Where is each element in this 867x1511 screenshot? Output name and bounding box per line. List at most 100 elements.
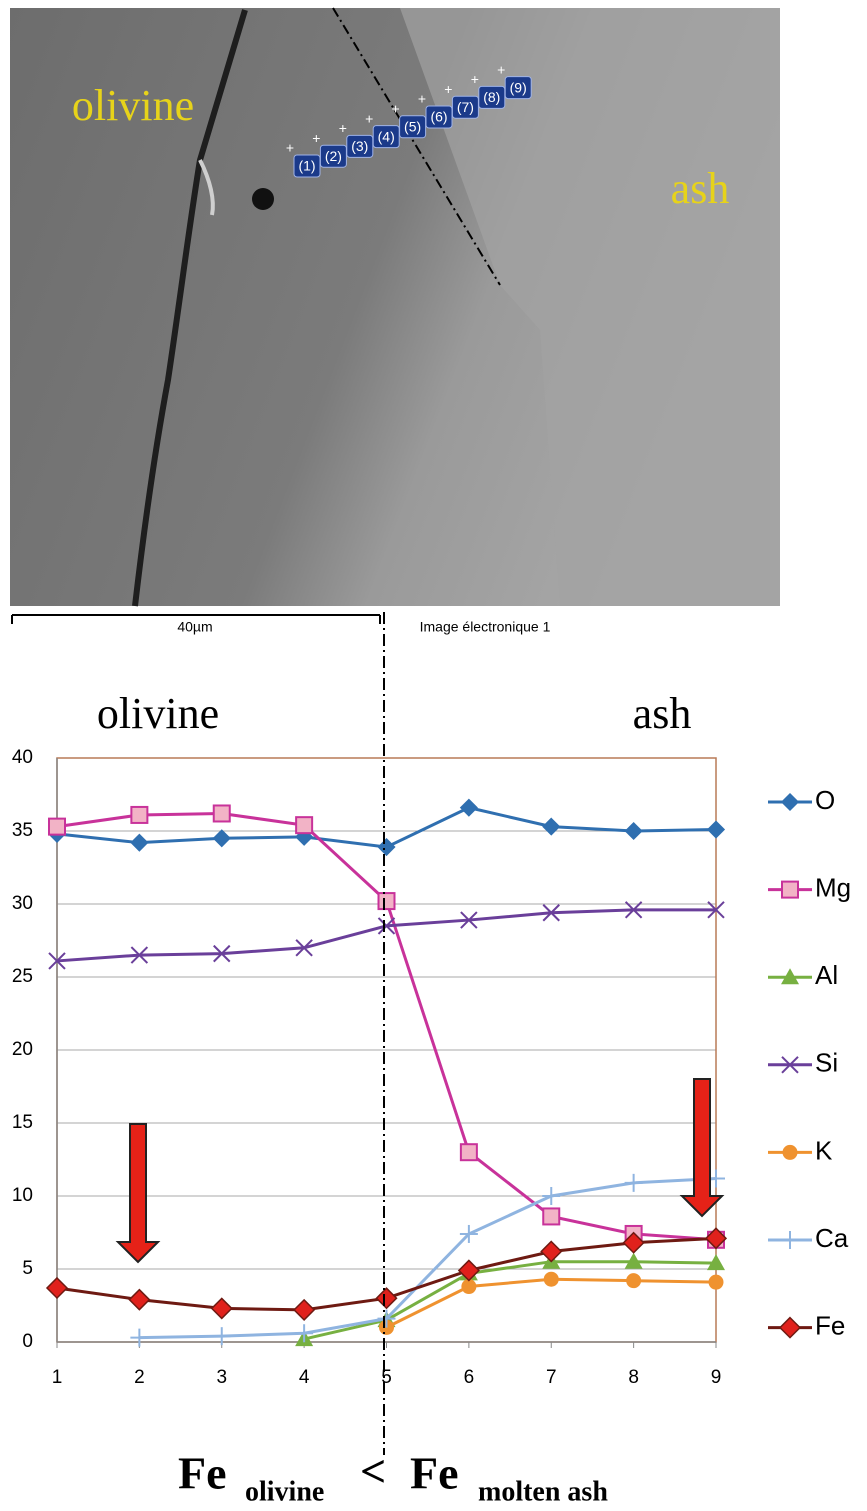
marker [542,1207,561,1226]
marker [130,805,149,824]
marker [626,1273,642,1289]
point-label: (8) [483,89,500,105]
legend-label: Si [815,1048,838,1078]
point-box [425,105,453,129]
marker [707,901,725,919]
marker [706,820,726,839]
point-box [293,154,321,178]
marker [624,821,643,841]
marker [210,1297,233,1320]
marker [45,1276,69,1300]
marker-stroke [542,904,560,922]
marker [377,837,396,857]
y-tick-label: 5 [22,1258,33,1279]
marker [377,892,396,911]
legend-marker [782,1144,798,1160]
legend-entry: K [768,1135,833,1165]
legend-label: Ca [815,1223,849,1253]
marker [624,1173,643,1192]
marker [295,939,313,957]
x-tick-label: 5 [381,1367,392,1388]
marker-stroke [130,946,149,964]
point-box [451,95,479,119]
marker-stroke [460,911,478,929]
y-tick-label: 35 [12,820,33,841]
marker [130,833,149,852]
marker [459,798,478,817]
legend-entry: Fe [768,1310,845,1340]
y-tick-label: 10 [12,1185,33,1206]
marker-stroke [624,901,643,919]
y-tick-label: 40 [12,747,33,768]
legend-entry: Al [768,960,838,990]
marker [293,1298,316,1321]
formula: Fe olivine < Fe molten ash [178,1446,608,1508]
x-tick-label: 2 [134,1367,145,1388]
y-tick-label: 15 [12,1112,33,1133]
point-marker: + [444,81,452,97]
point-marker: + [418,91,426,107]
region-label: ash [633,689,692,738]
marker [212,1327,231,1346]
point-box [504,76,532,100]
x-tick-label: 1 [52,1367,63,1388]
marker [212,829,231,848]
point-label: (6) [430,109,447,125]
legend-label: O [815,785,835,815]
marker [48,817,66,836]
boundary-line [332,7,501,286]
legend-marker [781,1056,799,1074]
marker [375,1287,398,1310]
point-box [319,144,347,168]
legend-marker [780,792,800,812]
marker-stroke [48,952,66,970]
image-caption: Image électronique 1 [420,619,551,635]
x-tick-label: 4 [299,1367,310,1388]
legend-marker [781,968,799,985]
crack [132,9,248,607]
formula-base: Fe [178,1448,227,1499]
legend-marker [781,1231,799,1249]
marker [542,817,561,836]
y-tick-label: 20 [12,1039,33,1060]
marker [377,917,396,935]
marker-stroke [781,1056,799,1074]
arrow [679,1078,725,1218]
marker [624,901,643,919]
marker [542,1187,561,1205]
sem-image: olivine ash (1)+(2)+(3)+(4)+(5)+(6)+(7)+… [10,7,780,607]
marker [130,946,149,964]
y-tick-label: 25 [12,966,33,987]
marker [707,1254,725,1271]
legend-marker [781,880,799,899]
legend-entry: Ca [768,1223,849,1253]
image-label: olivine [72,81,194,130]
point-marker: + [339,120,347,136]
formula-sub: olivine [245,1476,324,1507]
marker-stroke [295,939,313,957]
marker-stroke [377,917,396,935]
marker-stroke [707,901,725,919]
marker [295,1324,314,1343]
image-label: ash [671,164,730,213]
legend-label: Mg [815,872,851,902]
region-label: olivine [97,689,219,738]
crack-edge [198,159,215,216]
point-box [399,115,427,139]
legend-label: K [815,1135,833,1165]
marker [622,1231,645,1254]
point-box [372,125,400,149]
series-line [56,908,716,963]
marker [460,911,478,929]
marker [459,1224,478,1243]
scale-label: 40µm [177,619,212,635]
legend-label: Al [815,960,838,990]
formula-base: Fe [410,1448,459,1499]
point-label: (1) [298,158,315,174]
point-marker: + [365,110,373,126]
legend-label: Fe [815,1310,845,1340]
marker [543,1271,559,1287]
point-label: (5) [404,119,421,135]
legend-entry: Mg [768,872,851,902]
